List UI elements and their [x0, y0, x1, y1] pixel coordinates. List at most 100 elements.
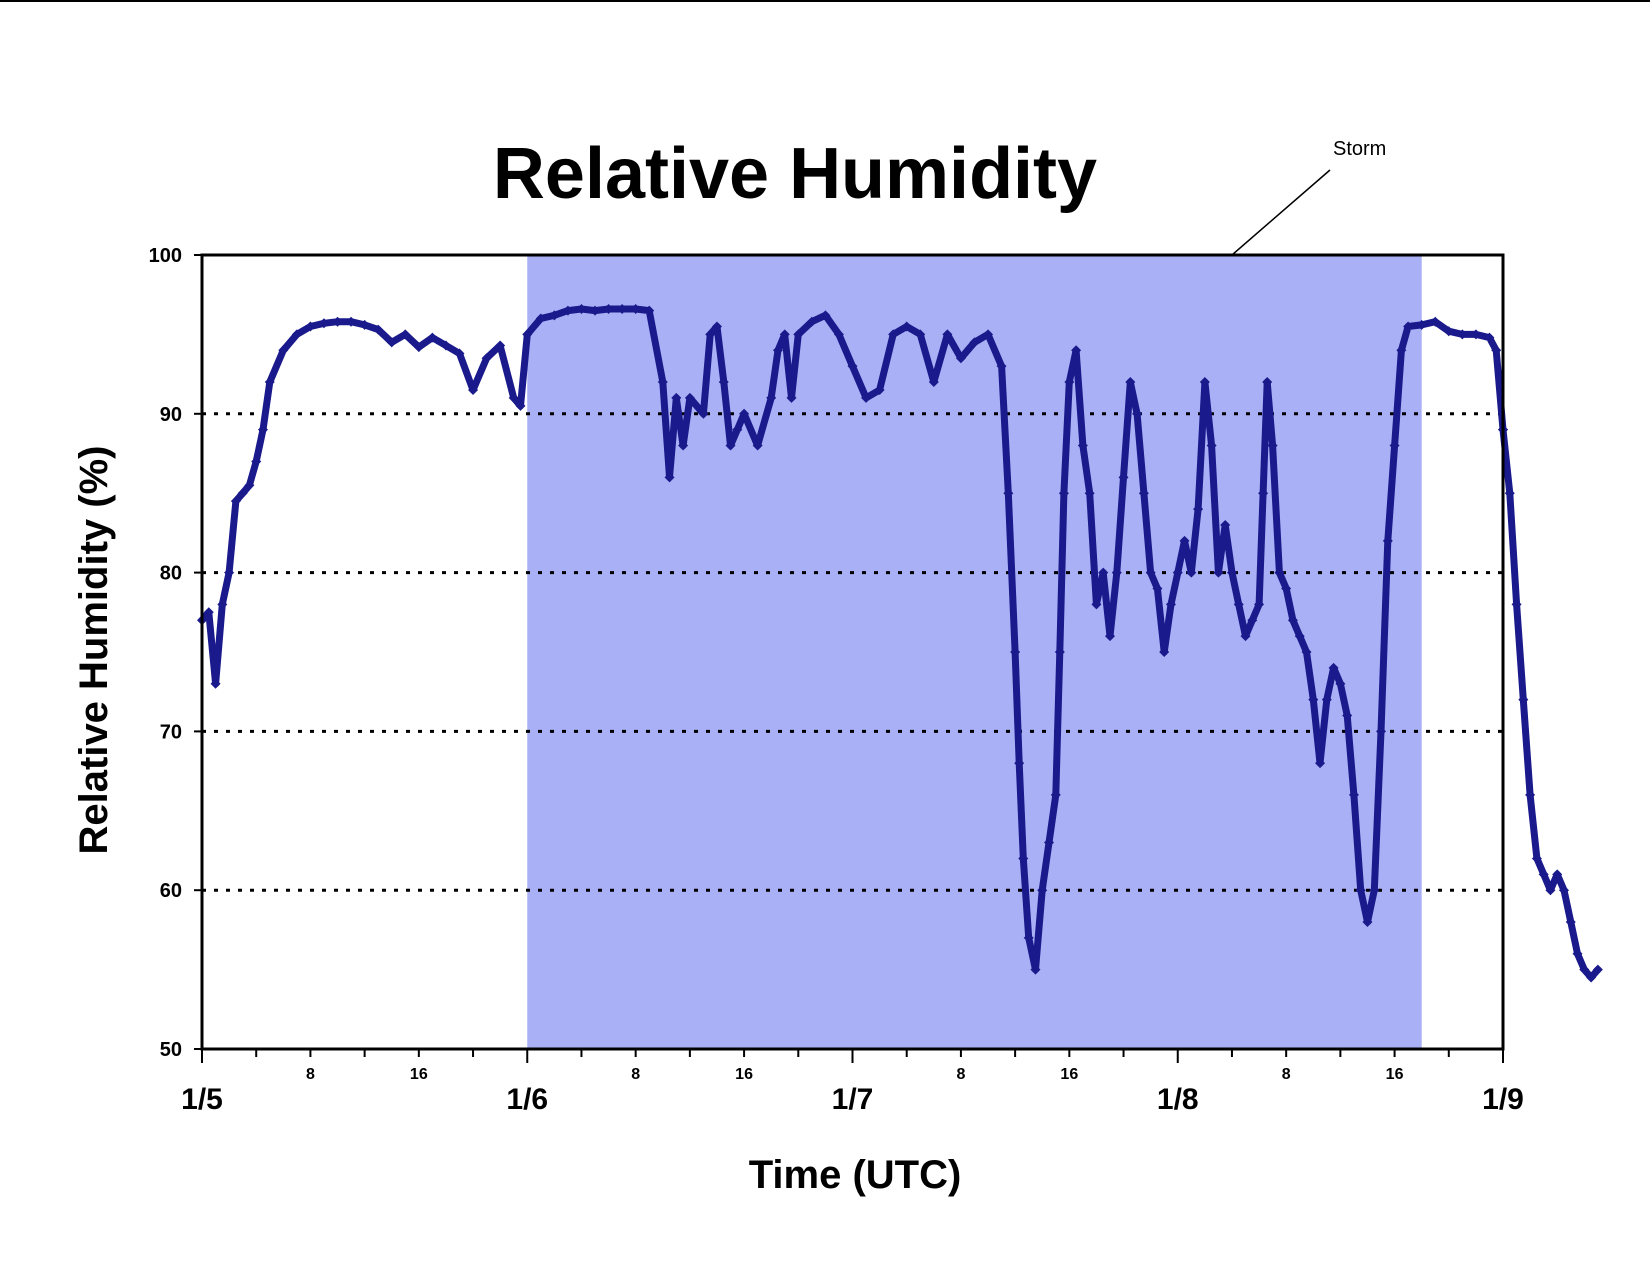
- data-point: [535, 313, 546, 324]
- data-point: [1552, 869, 1563, 880]
- data-point: [576, 303, 587, 314]
- data-point: [1111, 567, 1122, 578]
- data-point: [1518, 694, 1529, 705]
- data-point: [671, 392, 682, 403]
- data-point: [1525, 789, 1536, 800]
- data-point: [820, 310, 831, 321]
- data-point: [1403, 321, 1414, 332]
- data-point: [766, 392, 777, 403]
- data-point: [1104, 631, 1115, 642]
- data-point: [332, 316, 343, 327]
- data-point: [1267, 440, 1278, 451]
- data-point: [888, 329, 899, 340]
- data-point: [495, 340, 506, 351]
- data-point: [1511, 599, 1522, 610]
- data-point: [305, 321, 316, 332]
- data-point: [1118, 472, 1129, 483]
- data-point: [440, 340, 451, 351]
- data-point: [1037, 885, 1048, 896]
- data-point: [664, 472, 675, 483]
- y-tick-label: 50: [160, 1039, 182, 1061]
- y-tick-label: 100: [149, 245, 182, 267]
- x-hour-label: 8: [306, 1066, 315, 1083]
- data-point: [1240, 631, 1251, 642]
- y-tick-label: 80: [160, 563, 182, 585]
- data-point: [1301, 647, 1312, 657]
- x-day-label: 1/8: [1157, 1083, 1199, 1116]
- data-point: [833, 329, 844, 340]
- data-point: [1125, 377, 1136, 388]
- x-day-label: 1/7: [832, 1083, 874, 1116]
- data-point: [1355, 885, 1366, 896]
- storm-shaded-region: [527, 255, 1422, 1049]
- data-point: [739, 408, 750, 419]
- data-point: [752, 440, 763, 451]
- data-point: [264, 377, 275, 388]
- data-point: [291, 329, 302, 340]
- data-point: [1565, 916, 1576, 927]
- data-point: [1077, 440, 1088, 451]
- data-point: [549, 310, 560, 321]
- data-point: [1247, 615, 1258, 626]
- data-point: [1342, 710, 1353, 721]
- x-hour-label: 16: [410, 1066, 428, 1083]
- data-point: [562, 305, 573, 316]
- data-point: [786, 392, 797, 403]
- data-point: [1287, 615, 1298, 626]
- data-point: [1484, 332, 1495, 343]
- data-point: [732, 424, 743, 435]
- y-tick-label: 60: [160, 880, 182, 902]
- data-point: [1572, 948, 1583, 959]
- data-point: [901, 321, 912, 332]
- data-point: [630, 303, 641, 314]
- x-axis-label: Time (UTC): [749, 1153, 962, 1197]
- data-point: [1274, 567, 1285, 578]
- data-point: [1186, 567, 1197, 578]
- data-point: [942, 329, 953, 340]
- data-point: [793, 329, 804, 340]
- data-point: [508, 392, 519, 403]
- data-point: [346, 316, 357, 327]
- data-point: [1138, 488, 1149, 499]
- data-point: [1430, 316, 1441, 327]
- data-point: [718, 377, 729, 388]
- data-point: [1091, 599, 1102, 610]
- data-point: [1321, 694, 1332, 705]
- data-point: [617, 303, 628, 314]
- data-point: [454, 348, 465, 359]
- x-hour-label: 8: [956, 1066, 965, 1083]
- data-point: [1335, 678, 1346, 689]
- data-point: [1206, 440, 1217, 451]
- data-point: [1165, 599, 1176, 610]
- data-point: [874, 384, 885, 395]
- data-point: [1172, 567, 1183, 578]
- x-hour-label: 8: [1282, 1066, 1291, 1083]
- data-point: [1308, 694, 1319, 705]
- data-point: [705, 329, 716, 340]
- x-day-label: 1/6: [506, 1083, 548, 1116]
- data-point: [1098, 567, 1109, 578]
- data-point: [1254, 599, 1265, 610]
- data-point: [1179, 535, 1190, 546]
- data-point: [657, 377, 668, 388]
- data-point: [1014, 758, 1025, 769]
- x-day-label: 1/5: [181, 1083, 223, 1116]
- data-point: [257, 424, 268, 435]
- data-point: [386, 337, 397, 348]
- y-tick-label: 90: [160, 404, 182, 426]
- data-point: [1376, 726, 1387, 737]
- data-point: [1362, 916, 1373, 927]
- data-point: [1262, 377, 1273, 388]
- data-point: [1531, 853, 1542, 864]
- data-point: [1396, 345, 1407, 356]
- x-hour-label: 16: [735, 1066, 753, 1083]
- data-point: [772, 345, 783, 356]
- data-point: [468, 384, 479, 395]
- data-point: [522, 329, 533, 340]
- data-point: [1504, 488, 1515, 499]
- data-point: [806, 316, 817, 327]
- data-point: [1315, 758, 1326, 769]
- data-point: [915, 329, 926, 340]
- data-point: [1579, 964, 1590, 975]
- data-point: [698, 408, 709, 419]
